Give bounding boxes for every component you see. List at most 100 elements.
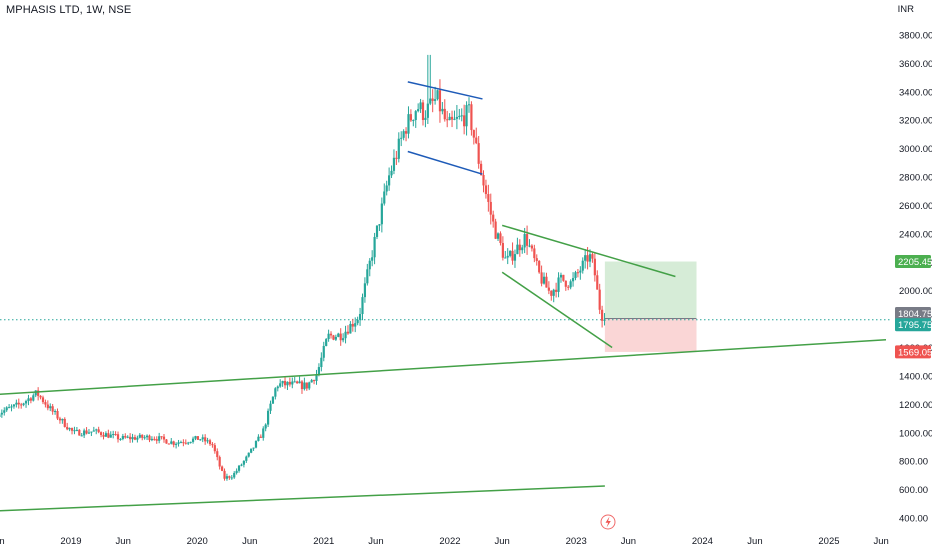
candle-body <box>189 441 192 443</box>
candle-body <box>95 429 98 431</box>
candle-109 <box>259 434 262 438</box>
candle-237 <box>569 279 572 290</box>
candle-body <box>114 434 117 436</box>
candle-body <box>588 254 592 262</box>
candle-47 <box>109 431 112 438</box>
candle-body <box>83 430 86 436</box>
candle-40 <box>92 426 95 432</box>
candle-82 <box>194 435 197 441</box>
candle-245 <box>588 249 592 268</box>
candle-body <box>470 104 473 131</box>
price-tag-label: 1569.05 <box>898 347 932 358</box>
candle-71 <box>167 443 170 445</box>
candle-body <box>148 435 151 441</box>
candle-166 <box>397 132 400 163</box>
candle-148 <box>354 317 357 333</box>
candle-115 <box>274 387 277 400</box>
candle-145 <box>346 325 350 335</box>
profit-target-zone <box>604 261 697 319</box>
candle-217 <box>521 244 524 254</box>
candle-188 <box>450 110 454 128</box>
candle-179 <box>429 54 432 106</box>
candle-94 <box>223 468 226 481</box>
candle-body <box>569 281 572 288</box>
candle-body <box>499 233 502 244</box>
candle-body <box>262 428 265 438</box>
candle-159 <box>380 197 383 233</box>
candle-body <box>56 411 59 419</box>
candle-body <box>22 403 25 405</box>
candle-body <box>257 436 260 441</box>
candle-181 <box>434 86 437 105</box>
candle-105 <box>250 448 253 454</box>
price-tag-2205-45: 2205.45 <box>895 255 932 269</box>
candle-55 <box>129 433 132 443</box>
candle-24 <box>53 409 57 415</box>
candle-96 <box>228 475 231 480</box>
candle-54 <box>126 435 129 439</box>
candle-body <box>271 396 275 404</box>
candle-74 <box>175 442 178 449</box>
candle-body <box>407 114 410 134</box>
candle-body <box>509 250 512 256</box>
candle-body <box>354 323 357 327</box>
candle-body <box>547 287 550 291</box>
candle-body <box>233 473 236 478</box>
candle-body <box>310 380 313 383</box>
candle-64 <box>150 436 154 442</box>
candle-4 <box>5 406 8 412</box>
candle-body <box>419 102 422 110</box>
price-tag-label: 1795.75 <box>898 320 932 331</box>
candle-body <box>131 437 134 440</box>
candle-206 <box>494 218 497 240</box>
candle-body <box>172 441 175 445</box>
candle-body <box>141 434 144 438</box>
candle-143 <box>342 333 345 343</box>
candle-205 <box>492 210 495 228</box>
candle-227 <box>545 272 548 288</box>
candle-body <box>535 258 538 261</box>
candle-72 <box>170 438 173 445</box>
x-tick-label: Jun <box>621 536 636 547</box>
candle-body <box>434 99 437 101</box>
candle-13 <box>27 394 30 406</box>
candle-150 <box>358 307 362 326</box>
candle-body <box>237 465 241 471</box>
candle-body <box>254 440 258 448</box>
candle-81 <box>191 436 195 444</box>
candle-69 <box>162 433 166 443</box>
candle-body <box>482 175 485 186</box>
candle-body <box>463 115 466 127</box>
candle-176 <box>421 99 425 126</box>
y-tick-label: 600.00 <box>899 485 928 496</box>
candle-body <box>487 194 490 202</box>
candle-body <box>574 272 577 279</box>
candle-125 <box>298 376 301 384</box>
candle-208 <box>499 231 502 246</box>
candle-170 <box>407 106 410 139</box>
candle-113 <box>269 400 272 414</box>
candle-body <box>228 476 231 478</box>
candle-body <box>446 119 449 121</box>
candle-body <box>390 170 393 176</box>
candle-34 <box>78 428 81 436</box>
candle-body <box>363 283 367 298</box>
candle-body <box>351 323 354 327</box>
candle-body <box>523 234 526 248</box>
candle-17 <box>37 387 40 401</box>
candle-75 <box>177 439 180 447</box>
candle-body <box>225 476 229 479</box>
candle-223 <box>535 254 538 266</box>
candle-body <box>385 185 388 192</box>
candle-219 <box>525 225 529 255</box>
candle-5 <box>8 404 11 409</box>
candle-102 <box>242 460 245 468</box>
candle-189 <box>453 110 456 121</box>
candle-95 <box>225 473 229 481</box>
candle-177 <box>424 110 427 128</box>
candle-29 <box>66 422 69 431</box>
candle-body <box>450 116 454 120</box>
candle-body <box>153 438 156 440</box>
